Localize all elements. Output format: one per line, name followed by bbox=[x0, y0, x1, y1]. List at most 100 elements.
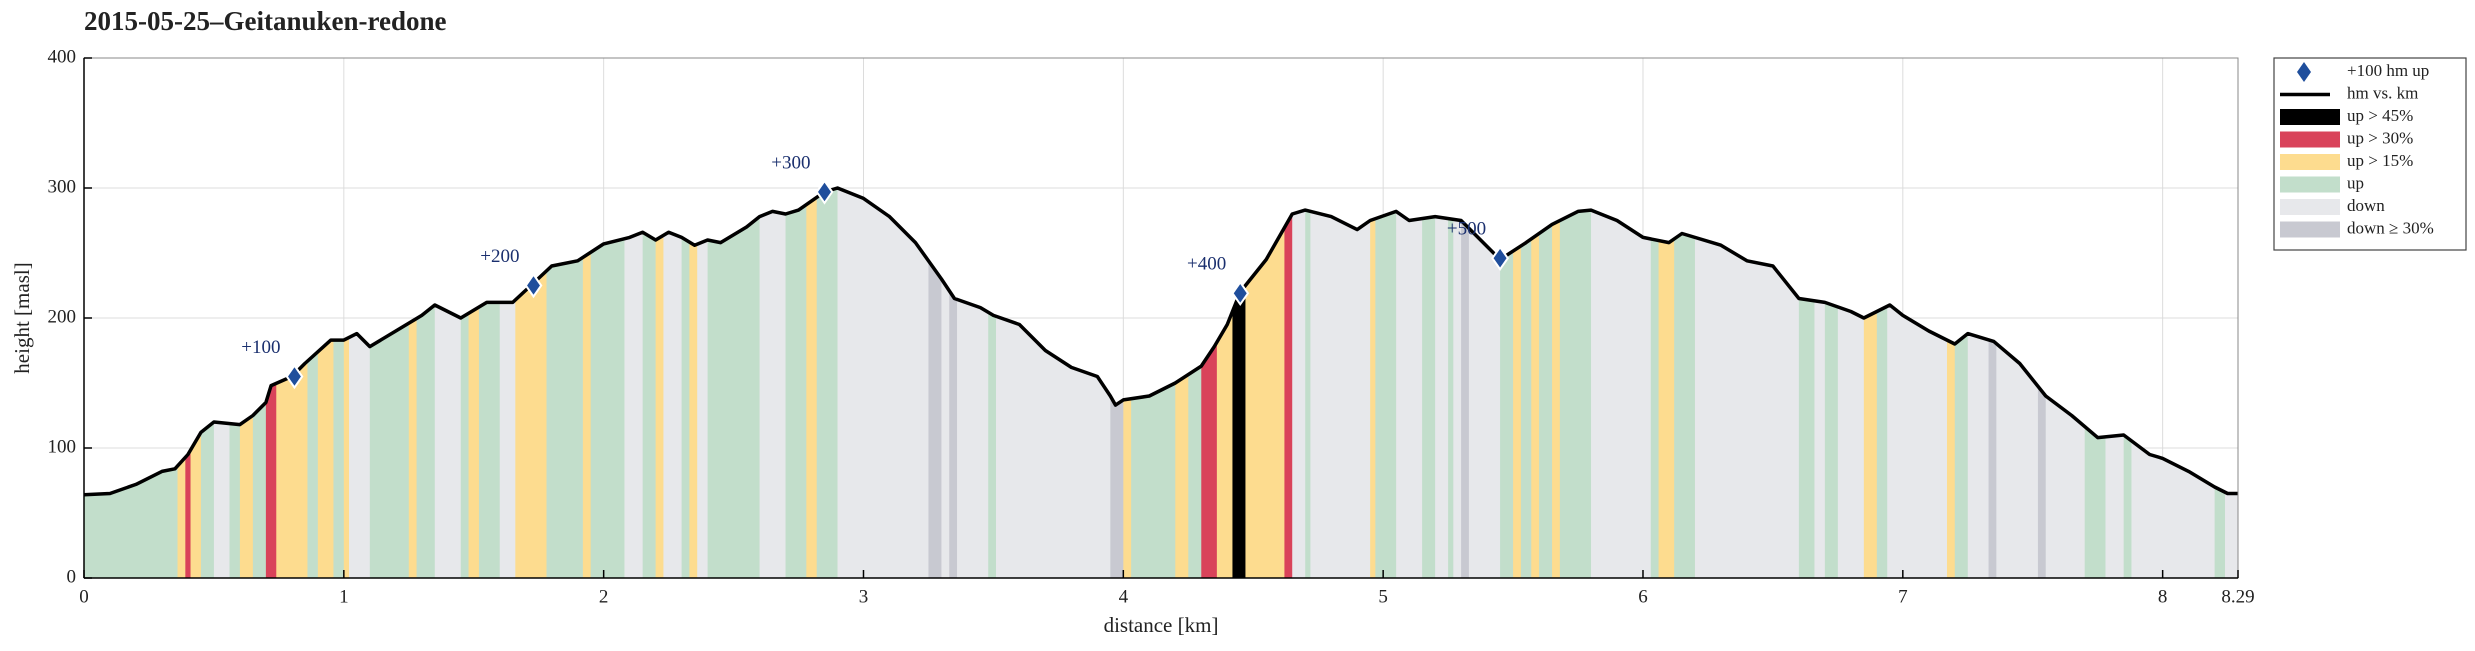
x-tick-label: 4 bbox=[1119, 586, 1129, 607]
hm-marker bbox=[524, 272, 543, 299]
slope-band bbox=[460, 188, 470, 578]
legend-swatch bbox=[2280, 176, 2340, 193]
slope-band bbox=[1448, 188, 1454, 578]
legend-swatch bbox=[2280, 154, 2340, 170]
slope-band bbox=[1396, 188, 1423, 578]
slope-band bbox=[1284, 188, 1293, 578]
legend-label: hm vs. km bbox=[2347, 83, 2418, 102]
slope-band bbox=[988, 188, 997, 578]
slope-band bbox=[1245, 188, 1285, 578]
slope-band bbox=[1453, 188, 1462, 578]
slope-band bbox=[1513, 188, 1522, 578]
hm-marker bbox=[1491, 245, 1510, 271]
slope-band bbox=[1650, 188, 1660, 578]
slope-band bbox=[1559, 188, 1592, 578]
slope-band bbox=[1988, 188, 1997, 578]
slope-band bbox=[515, 188, 547, 578]
slope-band bbox=[1500, 188, 1514, 578]
slope-band bbox=[707, 188, 761, 578]
marker-label: +500 bbox=[1447, 219, 1486, 240]
x-axis-label: distance [km] bbox=[1104, 613, 1219, 637]
slope-band bbox=[468, 188, 480, 578]
slope-band bbox=[499, 188, 516, 578]
hm-marker bbox=[285, 363, 304, 390]
legend-label: down bbox=[2347, 196, 2385, 215]
x-tick-label: 7 bbox=[1898, 586, 1908, 607]
slope-band bbox=[1814, 188, 1826, 578]
slope-band bbox=[1539, 188, 1553, 578]
slope-band bbox=[1531, 188, 1540, 578]
slope-band bbox=[1422, 188, 1436, 578]
x-tick-label: 1 bbox=[339, 586, 349, 607]
marker-label: +200 bbox=[480, 246, 519, 267]
x-tick-label: 6 bbox=[1638, 586, 1648, 607]
y-tick-label: 100 bbox=[48, 436, 77, 457]
slope-band bbox=[408, 188, 418, 578]
legend-label: up bbox=[2347, 173, 2364, 192]
legend-label: +100 hm up bbox=[2347, 61, 2429, 80]
slope-band bbox=[642, 188, 657, 578]
legend-swatch bbox=[2280, 131, 2340, 148]
slope-band bbox=[949, 188, 958, 578]
slope-band bbox=[806, 188, 818, 578]
slope-band bbox=[1591, 188, 1652, 578]
slope-band bbox=[624, 188, 644, 578]
slope-band bbox=[546, 188, 584, 578]
slope-band bbox=[816, 188, 839, 578]
slope-band bbox=[1798, 188, 1815, 578]
slope-band bbox=[1552, 188, 1561, 578]
marker-label: +100 bbox=[241, 337, 280, 358]
slope-band bbox=[941, 188, 950, 578]
slope-band bbox=[759, 188, 787, 578]
hm-marker bbox=[1231, 280, 1250, 307]
slope-band bbox=[1520, 188, 1532, 578]
slope-band bbox=[837, 188, 929, 578]
legend-label: up > 45% bbox=[2347, 106, 2413, 125]
legend-swatch bbox=[2280, 199, 2340, 215]
slope-band bbox=[689, 188, 698, 578]
chart-title: 2015-05-25–Geitanuken-redone bbox=[84, 6, 447, 36]
slope-band bbox=[1658, 188, 1675, 578]
slope-band bbox=[590, 188, 625, 578]
legend-swatch bbox=[2280, 221, 2340, 238]
slope-band bbox=[1375, 188, 1397, 578]
y-tick-label: 400 bbox=[48, 46, 77, 67]
slope-band bbox=[697, 188, 709, 578]
legend-label: up > 30% bbox=[2347, 128, 2413, 147]
y-tick-label: 300 bbox=[48, 176, 77, 197]
slope-band bbox=[478, 188, 501, 578]
marker-label: +300 bbox=[771, 152, 810, 173]
x-tick-label: 3 bbox=[859, 586, 869, 607]
slope-band bbox=[1946, 188, 1956, 578]
slope-band bbox=[655, 188, 664, 578]
x-tick-label: 8.29 bbox=[2221, 586, 2254, 607]
x-tick-label: 0 bbox=[79, 586, 89, 607]
slope-band bbox=[1824, 188, 1839, 578]
slope-band bbox=[1674, 188, 1696, 578]
legend-label: up > 15% bbox=[2347, 151, 2413, 170]
slope-band bbox=[307, 188, 319, 578]
x-tick-label: 8 bbox=[2158, 586, 2168, 607]
slope-band bbox=[1435, 188, 1449, 578]
hm-marker bbox=[815, 179, 834, 205]
slope-band bbox=[663, 188, 683, 578]
slope-band bbox=[928, 188, 942, 578]
x-tick-label: 5 bbox=[1378, 586, 1388, 607]
marker-label: +400 bbox=[1187, 254, 1226, 275]
y-tick-label: 200 bbox=[48, 306, 77, 327]
slope-band bbox=[1305, 188, 1311, 578]
slope-band bbox=[785, 188, 807, 578]
y-axis-label: height [masl] bbox=[10, 262, 34, 373]
x-tick-label: 2 bbox=[599, 586, 609, 607]
slope-band bbox=[333, 188, 345, 578]
slope-band bbox=[1468, 188, 1501, 578]
slope-band bbox=[957, 188, 989, 578]
legend-marker bbox=[2297, 62, 2311, 82]
profile-line bbox=[83, 186, 2238, 497]
slope-band bbox=[681, 188, 690, 578]
slope-band bbox=[1461, 188, 1470, 578]
slope-band bbox=[1292, 188, 1306, 578]
legend-label: down ≥ 30% bbox=[2347, 218, 2434, 237]
slope-band bbox=[1232, 188, 1246, 578]
